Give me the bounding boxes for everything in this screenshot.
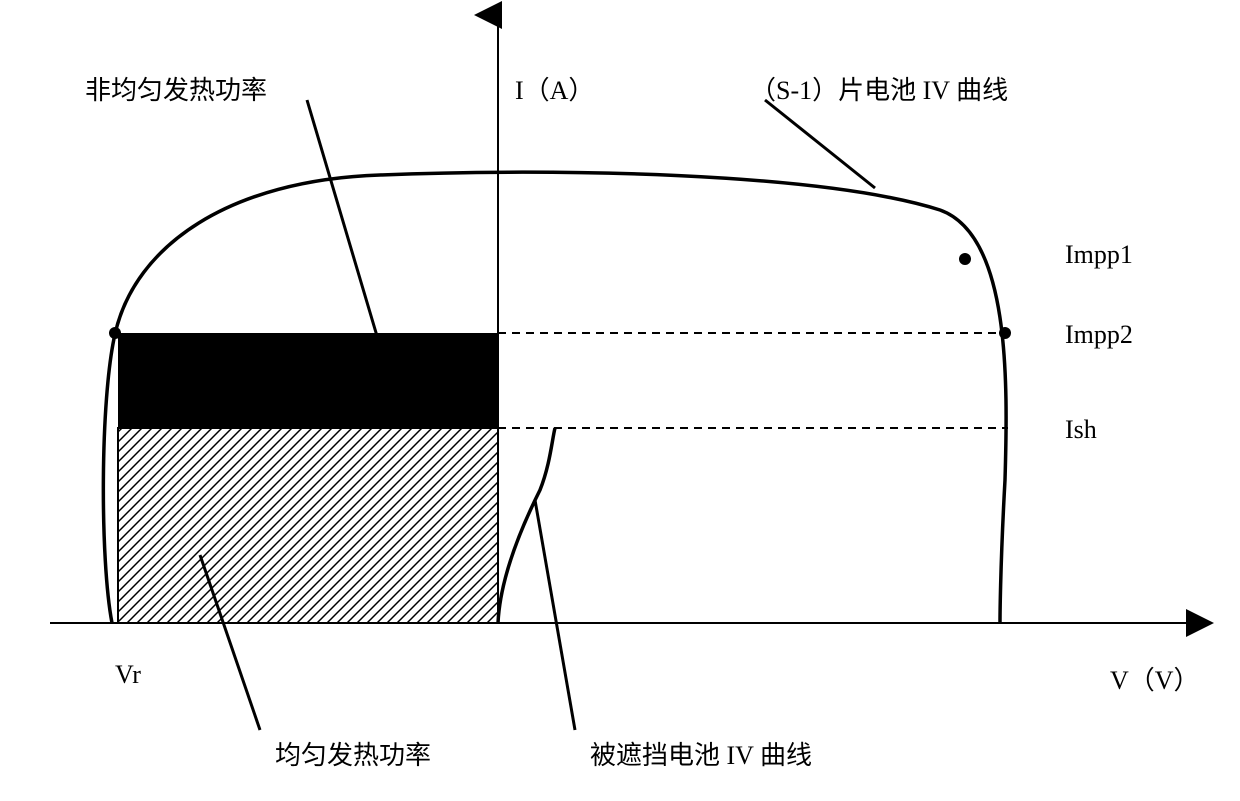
vr-impp2-point <box>109 327 121 339</box>
diagram-svg <box>0 0 1240 796</box>
y-axis-label: I（A） <box>515 70 594 107</box>
shaded-curve-label: 被遮挡电池 IV 曲线 <box>590 735 812 772</box>
iv-curve-diagram: I（A） V（V） 非均匀发热功率 （S-1）片电池 IV 曲线 Impp1 I… <box>0 0 1240 796</box>
uniform-power-label: 均匀发热功率 <box>275 735 431 772</box>
nonuniform-power-label: 非均匀发热功率 <box>85 70 267 107</box>
shaded-cell-iv-curve <box>498 428 555 623</box>
ish-label: Ish <box>1065 415 1097 445</box>
s1-leader <box>765 100 875 188</box>
uniform-power-region <box>118 428 498 623</box>
impp2-point <box>999 327 1011 339</box>
impp2-label: Impp2 <box>1065 320 1133 350</box>
nonuniform-power-region <box>118 333 498 428</box>
shaded-leader <box>535 500 575 730</box>
impp1-point <box>959 253 971 265</box>
nonuniform-leader <box>307 100 385 363</box>
vr-label: Vr <box>115 660 141 690</box>
x-axis-label: V（V） <box>1110 660 1200 697</box>
s1-curve-label: （S-1）片电池 IV 曲线 <box>750 70 1008 107</box>
impp1-label: Impp1 <box>1065 240 1133 270</box>
